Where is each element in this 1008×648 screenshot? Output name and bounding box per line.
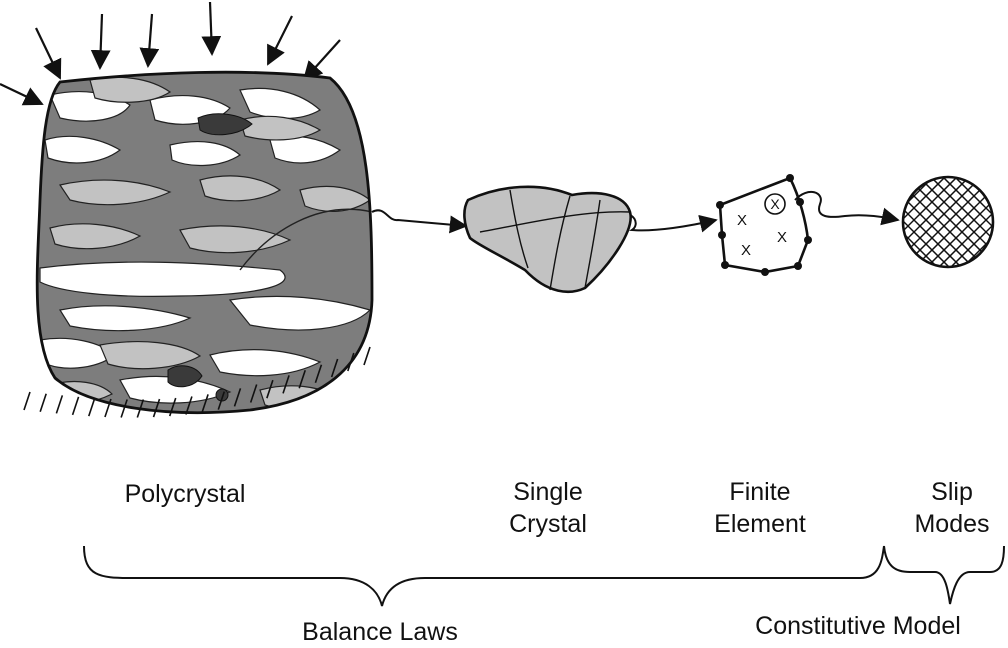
slip-line	[959, 177, 993, 267]
load-arrow	[139, 13, 160, 68]
slip-line	[911, 177, 993, 267]
hatch-mark	[347, 352, 355, 372]
single-crystal	[463, 185, 632, 294]
label-single-crystal-line2: Crystal	[509, 510, 587, 538]
hatch-mark	[363, 346, 371, 366]
slip-line	[903, 177, 953, 267]
label-constitutive-model: Constitutive Model	[755, 612, 961, 640]
polycrystal-body	[35, 70, 374, 415]
hatch-mark	[88, 397, 96, 417]
hatch-mark	[266, 379, 274, 399]
element-nodes	[716, 174, 812, 276]
arrow-crystal-to-element	[617, 213, 718, 233]
finite-element: X X X X	[716, 174, 812, 276]
load-arrows	[0, 1, 341, 106]
support-hatch	[23, 346, 371, 418]
hatch-mark	[249, 384, 258, 403]
hatch-mark	[23, 391, 31, 411]
load-arrow	[90, 13, 111, 70]
light-grains	[39, 87, 372, 404]
hatch-mark	[71, 396, 80, 416]
label-single-crystal-line1: Single	[513, 478, 583, 506]
gauss-point-mark: X	[777, 229, 787, 246]
grain-boundary-curve	[239, 208, 373, 271]
arrow-element-to-slip	[794, 190, 900, 226]
load-arrow	[201, 1, 222, 56]
hatch-mark	[168, 397, 177, 417]
hatch-mark	[282, 375, 290, 394]
label-slip-modes: Slip Modes	[900, 476, 1004, 540]
slip-line	[923, 177, 993, 267]
gauss-point-mark: X	[741, 242, 751, 259]
finite-element-outline	[718, 176, 810, 274]
label-finite-element-line2: Element	[714, 510, 806, 538]
label-slip-modes-line2: Modes	[914, 510, 990, 538]
slip-line	[935, 177, 993, 267]
slip-modes-sphere	[901, 175, 995, 269]
slip-line	[903, 177, 977, 267]
slip-line	[903, 177, 941, 267]
label-polycrystal: Polycrystal	[124, 480, 246, 508]
polycrystal-outline	[35, 70, 374, 415]
label-finite-element: Finite Element	[700, 476, 820, 540]
constitutive-model-brace	[883, 545, 1005, 605]
load-arrow	[267, 15, 293, 66]
slip-line	[947, 177, 993, 267]
hatch-mark	[217, 391, 226, 410]
single-crystal-outline	[463, 185, 632, 294]
slip-line	[903, 177, 953, 267]
load-arrow	[302, 39, 341, 82]
hatch-mark	[298, 369, 306, 389]
label-finite-element-line1: Finite	[729, 478, 791, 506]
label-slip-modes-line1: Slip	[931, 478, 973, 506]
gauss-point-mark: X	[770, 196, 780, 212]
arrow-poly-to-crystal	[371, 209, 468, 234]
load-arrow	[0, 83, 44, 106]
hatch-mark	[152, 398, 161, 418]
label-single-crystal: Single Crystal	[488, 476, 608, 540]
braces	[83, 545, 1005, 607]
hatch-mark	[39, 393, 47, 412]
connector-arrows	[371, 190, 900, 234]
gauss-point-mark: X	[737, 212, 747, 229]
hatch-mark	[104, 398, 112, 418]
label-balance-laws: Balance Laws	[302, 618, 458, 646]
balance-laws-brace	[83, 545, 885, 607]
hatch-mark	[330, 358, 339, 378]
slip-line	[959, 177, 993, 267]
hatch-mark	[233, 388, 242, 407]
hatch-mark	[120, 399, 128, 418]
hatch-mark	[185, 396, 193, 415]
slip-line	[903, 177, 941, 267]
hatch-mark	[201, 394, 209, 413]
hatch-mark	[314, 364, 323, 383]
hatch-mark	[136, 399, 145, 418]
load-arrow	[35, 27, 62, 80]
slip-line	[903, 177, 965, 267]
slip-line	[947, 177, 993, 267]
hatch-mark	[55, 395, 64, 414]
highlighted-gauss-point	[764, 193, 786, 215]
